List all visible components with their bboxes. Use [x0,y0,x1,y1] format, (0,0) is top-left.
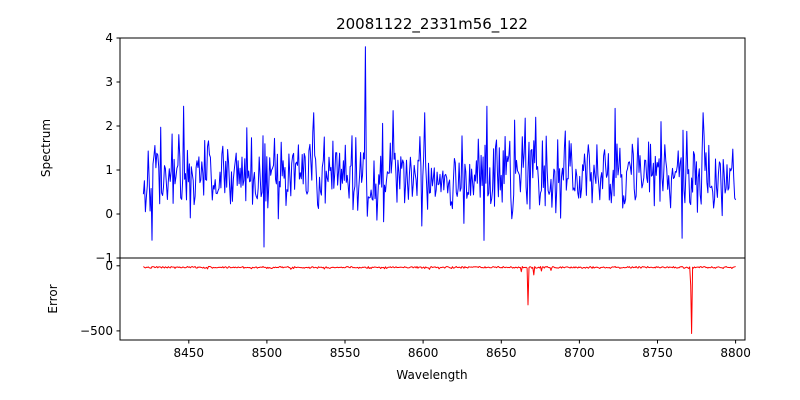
y-tick-label: 0 [105,259,113,273]
x-tick-label: 8650 [486,346,517,360]
spectrum-ylabel: Spectrum [39,119,53,177]
x-ticks: 8450 8500 8550 8600 8650 8700 8750 8800 [174,340,751,360]
x-tick-label: 8550 [330,346,361,360]
y-tick-label: 2 [105,119,113,133]
y-tick-label: −500 [80,324,113,338]
error-y-ticks: 0 −500 [80,259,120,338]
y-tick-label: 1 [105,163,113,177]
spectrum-y-ticks: −1 0 1 2 3 4 [95,31,120,265]
x-tick-label: 8800 [720,346,751,360]
error-ylabel: Error [46,284,60,313]
xaxis-label: Wavelength [396,368,467,382]
chart-title: 20081122_2331m56_122 [336,15,528,34]
error-plot-frame [119,257,746,341]
spectrum-line [142,46,737,248]
x-tick-label: 8500 [252,346,283,360]
spectrum-plot-frame [119,37,746,259]
x-tick-label: 8600 [408,346,439,360]
error-line [143,266,736,334]
y-tick-label: 3 [105,75,113,89]
y-tick-label: 4 [105,31,113,45]
x-tick-label: 8750 [642,346,673,360]
y-tick-label: −1 [95,251,113,265]
y-tick-label: 0 [105,207,113,221]
x-tick-label: 8700 [564,346,595,360]
x-tick-label: 8450 [174,346,205,360]
